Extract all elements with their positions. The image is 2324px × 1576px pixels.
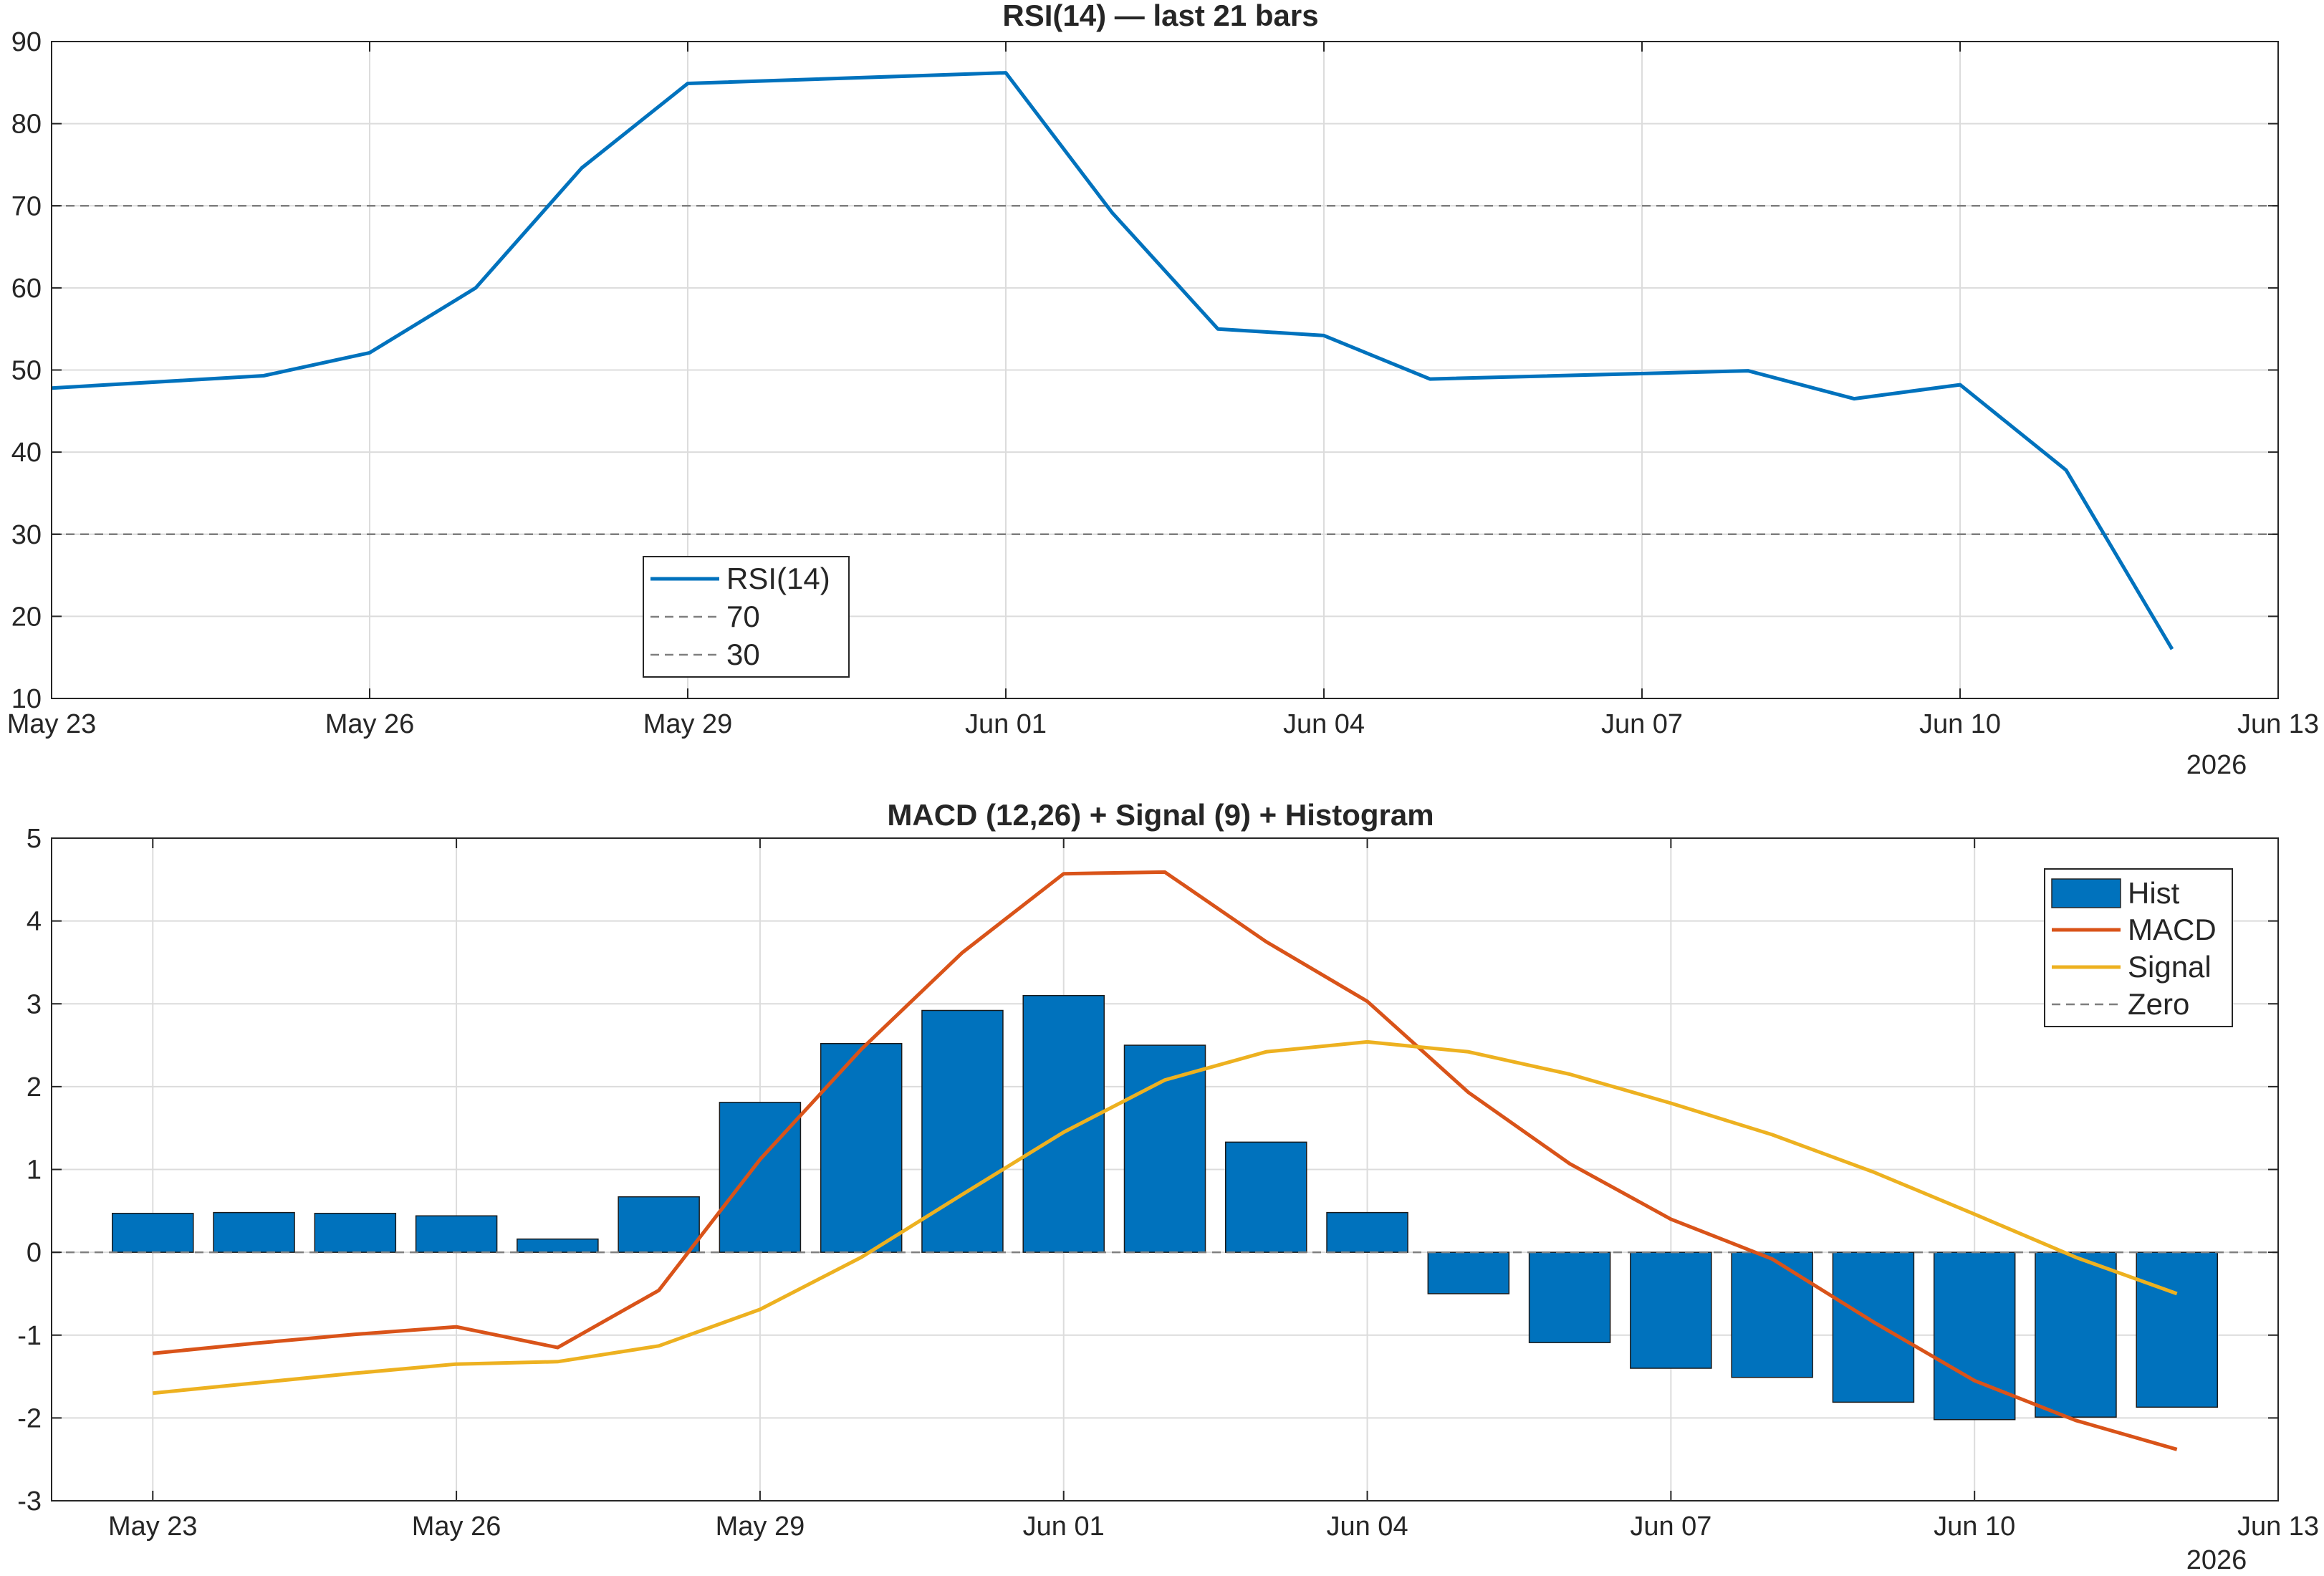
macd-hist-bar <box>719 1102 802 1253</box>
macd-hist-bar <box>415 1215 498 1253</box>
rsi-legend-box <box>643 556 850 678</box>
rsi-y-tick-label: 60 <box>11 274 42 304</box>
macd-legend-swatch-hist <box>2051 878 2121 908</box>
macd-legend-label-hist: Hist <box>2128 876 2180 910</box>
macd-hist-bar <box>1630 1251 1712 1369</box>
macd-hist-bar <box>2136 1251 2218 1408</box>
rsi-series-rsi-14 <box>51 71 2174 650</box>
macd-hist-bar <box>618 1196 700 1253</box>
rsi-legend-label-70: 70 <box>726 600 760 633</box>
macd-hist-bar <box>517 1238 599 1253</box>
macd-hist-bar <box>314 1213 397 1253</box>
rsi-legend-label-30: 30 <box>726 638 760 671</box>
macd-series-macd <box>153 870 2178 1451</box>
rsi-x-tick-label: Jun 04 <box>1283 709 1365 739</box>
rsi-x-tick-label: Jun 13 <box>2237 709 2319 739</box>
rsi-x-tick-labels: May 23 May 26 May 29 Jun 01 Jun 04 Jun 07 Jun … <box>7 709 2319 739</box>
rsi-year-label: 2026 <box>2186 750 2247 780</box>
macd-x-tick-label: May 26 <box>412 1512 501 1542</box>
macd-series-signal <box>153 1039 2178 1395</box>
macd-y-tick-labels: -3 -2 -1 0 1 2 3 4 5 <box>17 824 42 1517</box>
rsi-y-tick-label: 70 <box>11 191 42 221</box>
macd-x-tick-label: Jun 04 <box>1326 1512 1408 1542</box>
macd-chart-title: MACD (12,26) + Signal (9) + Histogram <box>887 798 1434 832</box>
rsi-y-tick-label: 40 <box>11 438 42 468</box>
rsi-y-tick-label: 10 <box>11 684 42 714</box>
rsi-y-tick-label: 50 <box>11 356 42 386</box>
macd-hist-bar <box>1326 1211 1408 1253</box>
macd-hist-bar <box>1022 994 1105 1253</box>
macd-hist-bar <box>1528 1251 1611 1343</box>
macd-y-tick-label: -3 <box>17 1486 42 1517</box>
macd-hist-bar <box>1225 1141 1307 1253</box>
macd-x-tick-label: May 29 <box>716 1512 805 1542</box>
macd-y-tick-label: -2 <box>17 1403 42 1433</box>
macd-hist-bar <box>1427 1251 1510 1294</box>
macd-panel: MACD (12,26) + Signal (9) + Histogram -3… <box>17 798 2319 1575</box>
macd-y-tick-label: 4 <box>27 907 42 937</box>
rsi-x-tick-label: Jun 07 <box>1601 709 1683 739</box>
macd-series <box>153 870 2178 1451</box>
macd-x-tick-label: May 23 <box>108 1512 198 1542</box>
macd-year-label: 2026 <box>2186 1545 2247 1575</box>
rsi-x-tick-label: Jun 10 <box>1919 709 2001 739</box>
macd-y-tick-label: 2 <box>27 1072 42 1102</box>
macd-hist-bar <box>213 1211 295 1253</box>
rsi-y-tick-label: 90 <box>11 27 42 57</box>
macd-histogram-bars <box>112 994 2218 1421</box>
macd-y-tick-label: 0 <box>27 1238 42 1268</box>
macd-legend-label-zero: Zero <box>2128 987 2189 1021</box>
macd-y-tick-label: -1 <box>17 1321 42 1351</box>
macd-hist-bar <box>2035 1251 2117 1418</box>
macd-tick-marks <box>52 837 2279 1501</box>
rsi-y-tick-label: 20 <box>11 602 42 632</box>
macd-hist-bar <box>112 1213 194 1253</box>
macd-hist-bar <box>921 1009 1004 1253</box>
macd-x-tick-label: Jun 01 <box>1023 1512 1105 1542</box>
macd-hist-bar <box>1832 1251 1915 1403</box>
macd-x-tick-label: Jun 07 <box>1630 1512 1711 1542</box>
macd-x-tick-labels: May 23 May 26 May 29 Jun 01 Jun 04 Jun 07 Jun … <box>108 1512 2319 1542</box>
macd-legend-label-macd: MACD <box>2128 913 2217 946</box>
rsi-panel: RSI(14) — last 21 bars 10 20 30 40 50 60 70 80 9… <box>7 0 2319 780</box>
macd-hist-bar <box>820 1043 903 1253</box>
rsi-legend-label-rsi: RSI(14) <box>726 562 830 595</box>
macd-y-tick-label: 3 <box>27 989 42 1019</box>
rsi-y-tick-labels: 10 20 30 40 50 60 70 80 90 <box>11 27 42 714</box>
rsi-legend: RSI(14) 70 30 <box>643 556 850 678</box>
rsi-x-tick-label: May 23 <box>7 709 97 739</box>
rsi-series <box>51 71 2174 650</box>
macd-legend-label-signal: Signal <box>2128 950 2212 984</box>
rsi-y-tick-label: 30 <box>11 520 42 550</box>
rsi-x-tick-label: May 29 <box>643 709 733 739</box>
macd-legend: Hist MACD Signal Zero <box>2044 868 2233 1027</box>
macd-hist-bar <box>1731 1251 1813 1378</box>
macd-hist-bar <box>1933 1251 2016 1421</box>
rsi-x-tick-label: May 26 <box>325 709 415 739</box>
macd-hist-bar <box>1123 1044 1206 1253</box>
rsi-chart-title: RSI(14) — last 21 bars <box>1002 0 1318 32</box>
macd-x-tick-label: Jun 10 <box>1934 1512 2015 1542</box>
rsi-threshold-lines <box>52 205 2278 535</box>
macd-y-tick-label: 5 <box>27 824 42 854</box>
rsi-x-tick-label: Jun 01 <box>965 709 1047 739</box>
rsi-tick-marks <box>51 41 2279 699</box>
macd-y-tick-label: 1 <box>27 1155 42 1186</box>
macd-x-tick-label: Jun 13 <box>2237 1512 2319 1542</box>
rsi-y-tick-label: 80 <box>11 110 42 140</box>
